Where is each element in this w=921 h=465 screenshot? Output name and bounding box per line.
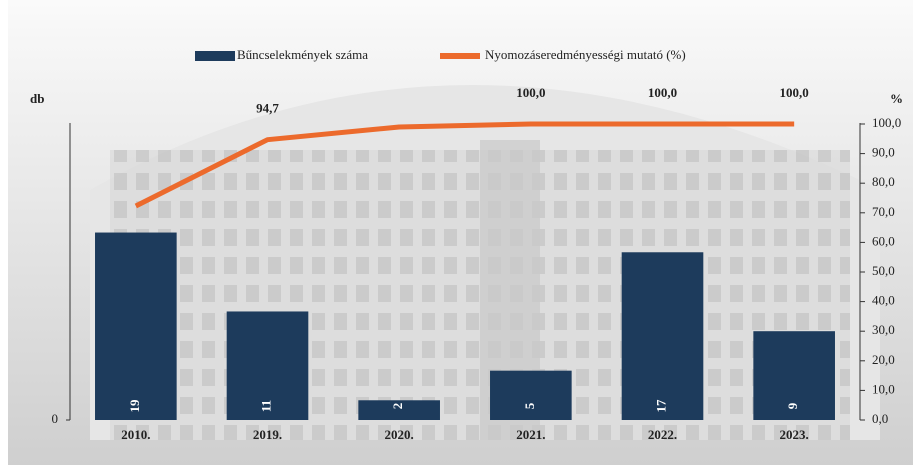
- line-value-label: 100,0: [516, 85, 545, 100]
- chart: Bűncselekmények száma Nyomozáseredményes…: [0, 0, 921, 465]
- x-tick-label: 2021.: [516, 427, 545, 442]
- x-tick-label: 2010.: [121, 427, 150, 442]
- y2-tick-label: 70,0: [872, 204, 895, 219]
- line-value-label: 94,7: [256, 101, 279, 116]
- y-tick-label: 0: [52, 411, 59, 426]
- y2-tick-label: 30,0: [872, 322, 895, 337]
- bar-value-label: 5: [522, 402, 537, 409]
- line-value-label: 100,0: [648, 85, 677, 100]
- line-value-label: 100,0: [780, 85, 809, 100]
- y2-tick-label: 20,0: [872, 352, 895, 367]
- y2-tick-label: 100,0: [872, 115, 901, 130]
- y2-tick-label: 10,0: [872, 381, 895, 396]
- x-tick-label: 2019.: [253, 427, 282, 442]
- bar-value-label: 11: [258, 400, 273, 412]
- bar: [490, 371, 572, 420]
- bar-value-label: 9: [785, 402, 800, 409]
- y2-tick-label: 90,0: [872, 145, 895, 160]
- bar: [622, 252, 704, 420]
- y2-tick-label: 60,0: [872, 233, 895, 248]
- y2-tick-label: 50,0: [872, 263, 895, 278]
- x-tick-label: 2020.: [385, 427, 414, 442]
- y2-tick-label: 0,0: [872, 411, 888, 426]
- legend-swatch: [195, 51, 235, 61]
- bar-value-label: 17: [653, 399, 668, 413]
- bar: [95, 233, 177, 420]
- legend-label: Bűncselekmények száma: [237, 47, 368, 62]
- x-tick-label: 2022.: [648, 427, 677, 442]
- bar-value-label: 2: [390, 403, 405, 410]
- y2-axis-label: %: [890, 91, 903, 106]
- y2-tick-label: 40,0: [872, 293, 895, 308]
- bar-value-label: 19: [127, 399, 142, 413]
- legend-label: Nyomozáseredményességi mutató (%): [485, 47, 686, 62]
- x-tick-label: 2023.: [780, 427, 809, 442]
- y-axis-label: db: [30, 91, 44, 106]
- y2-tick-label: 80,0: [872, 174, 895, 189]
- legend-swatch: [440, 53, 480, 59]
